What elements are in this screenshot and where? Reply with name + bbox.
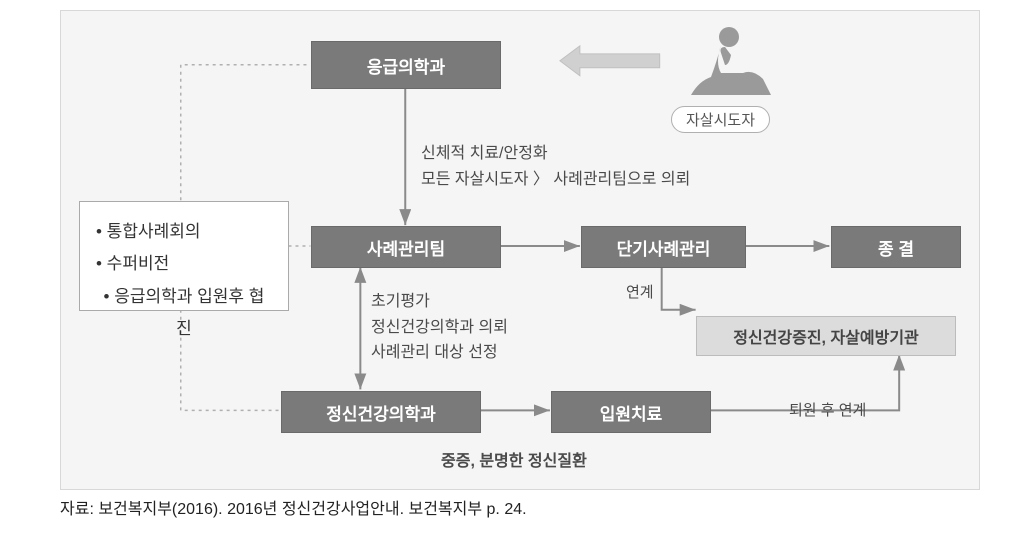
node-shortcase: 단기사례관리	[581, 226, 746, 268]
person-figure-icon	[681, 21, 781, 101]
node-conclusion: 종 결	[831, 226, 961, 268]
node-mhcenter: 정신건강증진, 자살예방기관	[696, 316, 956, 356]
source-caption: 자료: 보건복지부(2016). 2016년 정신건강사업안내. 보건복지부 p…	[60, 495, 527, 519]
node-psychiatry: 정신건강의학과	[281, 391, 481, 433]
node-caseteam: 사례관리팀	[311, 226, 501, 268]
sidebox-line: • 응급의학과 입원후 협진	[96, 281, 272, 346]
sidebox-line: • 수퍼비전	[96, 248, 169, 280]
label-initial-eval: 초기평가 정신건강의학과 의뢰 사례관리 대상 선정	[371, 289, 508, 366]
label-linkage: 연계	[626, 281, 654, 305]
label-discharge-link: 퇴원 후 연계	[789, 399, 866, 423]
pill-suicide-attempter: 자살시도자	[671, 106, 770, 133]
sidebox: • 통합사례회의 • 수퍼비전 • 응급의학과 입원후 협진	[79, 201, 289, 311]
diagram-canvas: 자살시도자 응급의학과 사례관리팀 정신건강의학과 단기사례관리 입원치료 종 …	[60, 10, 980, 490]
label-severe: 중증, 분명한 정신질환	[441, 449, 587, 475]
label-physical-treatment: 신체적 치료/안정화 모든 자살시도자 〉 사례관리팀으로 의뢰	[421, 141, 690, 192]
sidebox-line: • 통합사례회의	[96, 216, 201, 248]
node-emergency: 응급의학과	[311, 41, 501, 89]
block-arrow	[560, 46, 660, 76]
node-inpatient: 입원치료	[551, 391, 711, 433]
